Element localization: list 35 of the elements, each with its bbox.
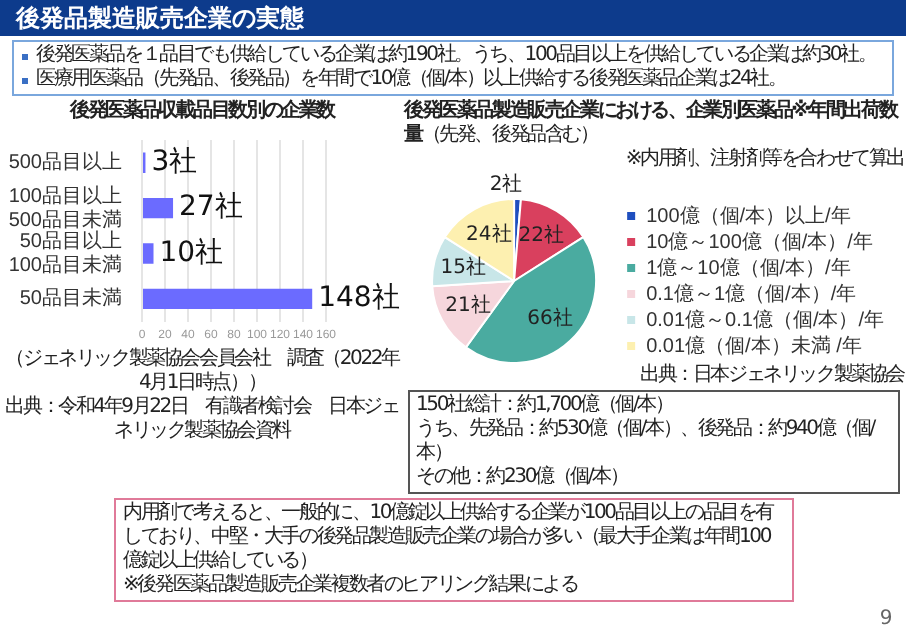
legend-label: 0.01億（個/本）未満 /年 (646, 333, 862, 358)
text: 後発品製造販売企業の実態 (0, 0, 906, 36)
data-label: 15社 (440, 255, 486, 280)
data-label: 148社 (318, 282, 400, 315)
text: ※後発医薬品製造販売企業複数者のヒアリング結果による (123, 574, 580, 598)
text: その他：約230億（個/本） (416, 466, 630, 490)
y-tick-label: 100品目以上500品目未満 (8, 183, 122, 232)
text: 内用剤で考えると、一般的に、10億錠以上供給する企業が100品目以上の品目を有しており、中堅・大手の後発品製造販売企業の場合が多い（最大手企業は年間100億錠以上供給している） (123, 502, 776, 573)
text: ※内用剤、注射剤等を合わせて算出 (623, 148, 904, 172)
chart-title: 後発医薬品収載品目数別の企業数 (67, 100, 338, 124)
data-label: 21社 (445, 293, 491, 318)
y-tick-label: 50品目以上100品目未満 (8, 229, 122, 277)
legend-label: 10億～100億（個/本）/年 (646, 229, 873, 254)
data-label: 3社 (151, 145, 198, 178)
data-label: 24社 (466, 222, 512, 247)
text: うち、先発品：約530億（個/本）、後発品：約940億（個/本） (416, 418, 877, 465)
data-label: 2社 (489, 172, 523, 197)
chart-subtitle: （先発、後発品含む） (421, 124, 598, 146)
data-label: 22社 (518, 223, 564, 248)
text: 後発医薬品を１品目でも供給している企業は約190社。うち、100品目以上を供給している企業は約30社。 (36, 44, 876, 67)
legend-label: 0.01億～0.1億（個/本）/年 (646, 307, 884, 332)
text: 150社総計：約1,700億（個/本） (416, 394, 675, 417)
data-label: 27社 (179, 191, 243, 224)
data-label: 10社 (159, 236, 224, 269)
y-tick-label: 50品目未満 (19, 286, 122, 311)
text: 9 (879, 608, 890, 632)
y-tick-label: 500品目以上 (8, 150, 122, 175)
text: （ジェネリック製薬協会会員会社 調査（2022年4月1日時点）） (3, 348, 402, 395)
legend-label: 1億～10億（個/本）/年 (646, 255, 851, 280)
text: 医療用医薬品（先発品、後発品）を年間で10億（個/本）以上供給する後発医薬品企業は24社。 (36, 68, 786, 92)
source-note: 出典：令和4年9月22日 有識者検討会 日本ジェネリック製薬協会資料 (3, 396, 401, 444)
legend-label: 0.1億～1億（個/本）/年 (646, 281, 857, 306)
data-label: 66社 (527, 306, 573, 331)
legend-label: 100億（個/本）以上/年 (646, 203, 851, 228)
source-note: 出典：日本ジェネリック製薬協会 (637, 364, 904, 388)
